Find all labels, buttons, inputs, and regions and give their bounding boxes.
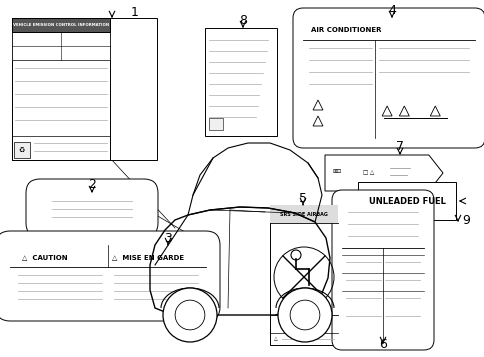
Bar	[12, 18, 157, 160]
Text: △  MISE EN GARDE: △ MISE EN GARDE	[112, 254, 183, 260]
Bar	[270, 205, 337, 345]
Text: 2: 2	[88, 177, 96, 191]
Text: ♻: ♻	[19, 147, 25, 153]
Bar	[205, 28, 276, 136]
Text: 4: 4	[387, 4, 395, 16]
Bar	[209, 118, 223, 130]
Bar	[12, 32, 110, 60]
Text: △: △	[273, 337, 277, 342]
Text: 8: 8	[239, 14, 246, 26]
Text: △  CAUTION: △ CAUTION	[22, 254, 67, 260]
Bar	[357, 182, 455, 220]
Circle shape	[277, 288, 332, 342]
Text: VEHICLE EMISSION CONTROL INFORMATION: VEHICLE EMISSION CONTROL INFORMATION	[13, 23, 109, 27]
Bar	[12, 18, 110, 160]
Text: 9: 9	[461, 213, 469, 226]
Text: □ △: □ △	[362, 169, 374, 174]
Text: SRS SIDE AIRBAG: SRS SIDE AIRBAG	[279, 211, 327, 216]
Text: ⊞⊡: ⊞⊡	[333, 169, 342, 174]
FancyBboxPatch shape	[0, 231, 220, 321]
Polygon shape	[324, 155, 442, 191]
Bar	[12, 18, 110, 32]
Bar	[14, 142, 30, 158]
Text: 7: 7	[395, 140, 403, 152]
Text: 3: 3	[164, 231, 172, 245]
FancyBboxPatch shape	[292, 8, 484, 148]
Text: UNLEADED FUEL: UNLEADED FUEL	[368, 196, 444, 206]
Text: 1: 1	[131, 5, 138, 19]
Bar	[304, 20, 472, 38]
FancyBboxPatch shape	[332, 190, 433, 350]
Bar	[270, 205, 337, 223]
FancyBboxPatch shape	[26, 179, 158, 237]
Text: 5: 5	[298, 191, 306, 205]
Circle shape	[163, 288, 216, 342]
Text: AIR CONDITIONER: AIR CONDITIONER	[310, 27, 381, 33]
Text: △ WARNING: △ WARNING	[285, 322, 321, 327]
Text: 6: 6	[378, 338, 386, 352]
